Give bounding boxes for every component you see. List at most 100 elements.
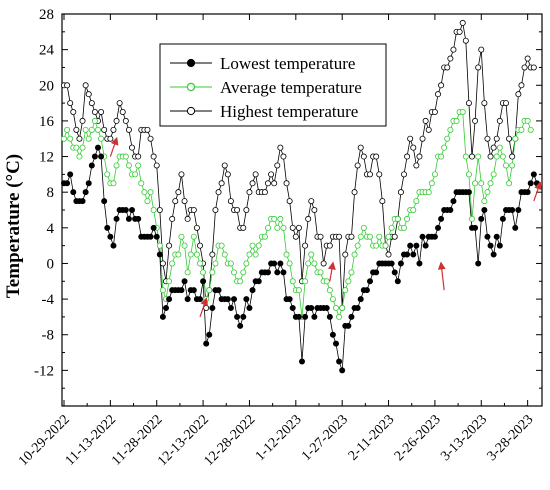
data-point-average: [206, 287, 213, 294]
data-point-average: [178, 233, 185, 240]
data-point-highest: [410, 144, 417, 151]
data-point-average: [323, 278, 330, 285]
data-point-highest: [502, 100, 509, 107]
data-point-lowest: [345, 322, 352, 329]
data-point-lowest: [246, 304, 253, 311]
data-point-highest: [64, 82, 71, 89]
data-point-highest: [450, 46, 457, 53]
data-point-highest: [434, 91, 441, 98]
data-point-highest: [484, 135, 491, 142]
data-point-lowest: [298, 358, 305, 365]
data-point-highest: [518, 82, 525, 89]
data-point-lowest: [91, 153, 98, 160]
data-point-lowest: [243, 296, 250, 303]
x-tick-label: 12-28-2022: [201, 412, 258, 469]
data-point-highest: [243, 206, 250, 213]
data-point-highest: [419, 135, 426, 142]
data-point-average: [311, 260, 318, 267]
data-point-average: [441, 144, 448, 151]
annotation-arrow: [327, 261, 336, 282]
legend-item-average: Average temperature: [170, 78, 362, 97]
data-point-average: [329, 296, 336, 303]
data-point-average: [388, 224, 395, 231]
data-point-highest: [79, 117, 86, 124]
data-point-lowest: [434, 224, 441, 231]
y-tick-label: 24: [39, 43, 55, 59]
data-point-lowest: [295, 313, 302, 320]
data-point-lowest: [206, 331, 213, 338]
data-point-average: [280, 224, 287, 231]
data-point-highest: [215, 189, 222, 196]
data-point-lowest: [203, 340, 210, 347]
data-point-average: [200, 269, 207, 276]
data-point-average: [159, 287, 166, 294]
data-point-average: [512, 135, 519, 142]
x-tick-label: 2-11-2023: [346, 412, 397, 463]
data-point-highest: [407, 135, 414, 142]
data-point-highest: [431, 109, 438, 116]
data-point-highest: [447, 55, 454, 62]
data-point-highest: [326, 242, 333, 249]
data-point-highest: [348, 233, 355, 240]
data-point-highest: [261, 189, 268, 196]
data-point-average: [237, 278, 244, 285]
data-point-highest: [487, 153, 494, 160]
data-point-highest: [354, 162, 361, 169]
data-point-lowest: [190, 287, 197, 294]
data-point-average: [357, 233, 364, 240]
data-point-highest: [73, 126, 80, 133]
data-point-lowest: [357, 296, 364, 303]
data-point-highest: [295, 224, 302, 231]
series-points: [61, 19, 540, 374]
data-point-lowest: [512, 224, 519, 231]
data-point-lowest: [348, 313, 355, 320]
data-point-average: [184, 269, 191, 276]
y-tick-label: 12: [39, 150, 54, 166]
data-point-average: [227, 260, 234, 267]
data-point-average: [428, 180, 435, 187]
data-point-highest: [85, 91, 92, 98]
data-point-lowest: [181, 278, 188, 285]
data-point-lowest: [215, 287, 222, 294]
data-point-lowest: [450, 198, 457, 205]
data-point-average: [468, 215, 475, 222]
y-axis-label: Temperature (°C): [3, 154, 24, 298]
data-point-lowest: [277, 260, 284, 267]
data-point-lowest: [264, 269, 271, 276]
data-point-highest: [264, 180, 271, 187]
y-tick-label: 4: [47, 221, 55, 237]
data-point-lowest: [113, 215, 120, 222]
data-point-average: [113, 162, 120, 169]
legend-item-lowest: Lowest temperature: [170, 54, 355, 73]
data-point-average: [190, 233, 197, 240]
data-point-highest: [302, 242, 309, 249]
data-point-lowest: [326, 313, 333, 320]
y-tick-label: 28: [39, 7, 54, 23]
data-point-highest: [196, 242, 203, 249]
data-point-highest: [277, 144, 284, 151]
data-point-highest: [122, 117, 129, 124]
data-point-highest: [218, 180, 225, 187]
data-point-highest: [181, 198, 188, 205]
data-point-average: [147, 189, 154, 196]
data-point-lowest: [79, 198, 86, 205]
data-point-highest: [509, 153, 516, 160]
data-point-average: [249, 242, 256, 249]
data-point-highest: [240, 224, 247, 231]
data-point-average: [218, 242, 225, 249]
data-point-average: [85, 135, 92, 142]
legend-marker-average: [186, 82, 196, 92]
data-point-lowest: [438, 215, 445, 222]
x-tick-label: 1-27-2023: [299, 412, 351, 464]
data-point-highest: [438, 82, 445, 89]
annotation-arrow: [109, 136, 119, 157]
data-point-average: [79, 144, 86, 151]
data-point-highest: [475, 64, 482, 71]
data-point-highest: [496, 117, 503, 124]
data-point-lowest: [271, 260, 278, 267]
data-point-highest: [478, 46, 485, 53]
data-point-highest: [351, 189, 358, 196]
data-point-average: [274, 224, 281, 231]
data-point-highest: [311, 206, 318, 213]
data-point-lowest: [125, 215, 132, 222]
